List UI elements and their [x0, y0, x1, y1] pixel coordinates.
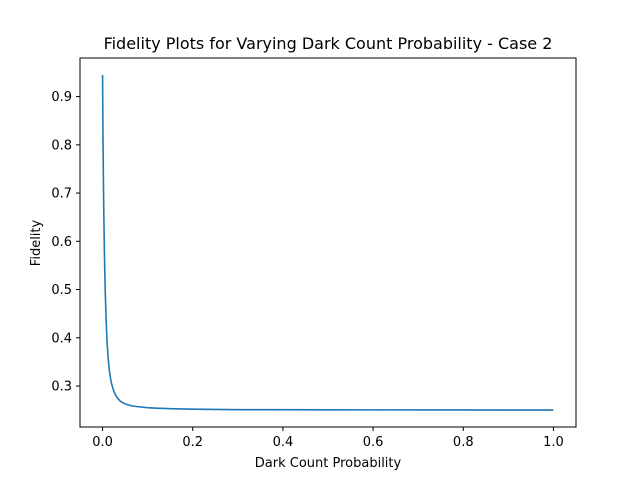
series-line-0 [101, 74, 554, 411]
y-tick-label: 0.7 [51, 187, 72, 202]
x-axis: 0.0 0.2 0.4 0.6 0.8 1.0 [92, 427, 564, 450]
x-tick-label: 0.4 [273, 435, 294, 450]
series-layer [101, 74, 554, 411]
y-axis: 0.3 0.4 0.5 0.6 0.7 0.8 0.9 [51, 90, 80, 395]
x-tick-label: 0.8 [453, 435, 474, 450]
x-tick-label: 0.6 [363, 435, 384, 450]
plot-area: 0.0 0.2 0.4 0.6 0.8 1.0 0.3 0.4 0.5 0.6 0.7 0.8 0.9 [51, 57, 577, 450]
y-axis-label: Fidelity [29, 219, 44, 266]
y-tick-label: 0.6 [51, 235, 72, 250]
y-tick-label: 0.8 [51, 138, 72, 153]
x-tick-label: 0.2 [182, 435, 203, 450]
plot-frame [79, 57, 577, 428]
x-axis-label: Dark Count Probability [255, 456, 402, 471]
chart-title: Fidelity Plots for Varying Dark Count Pr… [104, 34, 553, 53]
y-tick-label: 0.9 [51, 90, 72, 105]
x-tick-label: 0.0 [92, 435, 113, 450]
y-tick-label: 0.3 [51, 380, 72, 395]
y-tick-label: 0.4 [51, 331, 72, 346]
x-tick-label: 1.0 [543, 435, 564, 450]
y-tick-label: 0.5 [51, 283, 72, 298]
